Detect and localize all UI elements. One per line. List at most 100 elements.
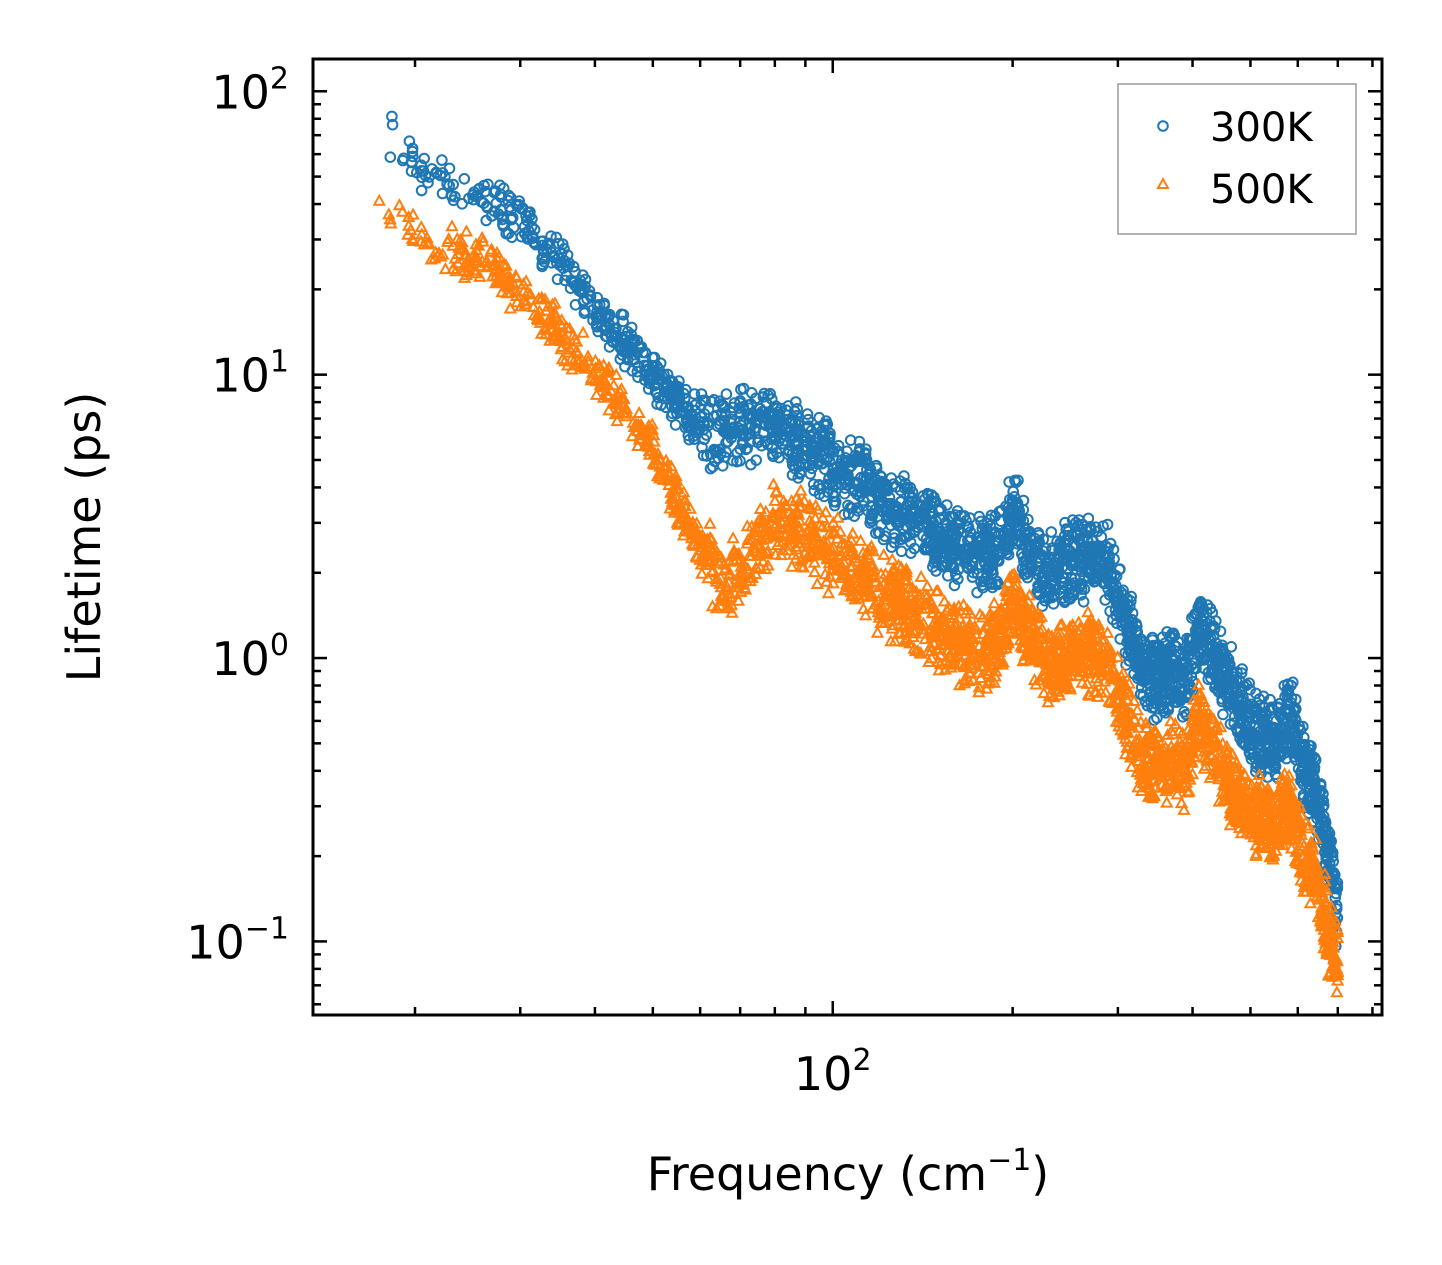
data-point-300K [734, 443, 747, 456]
data-point-300K [1165, 654, 1178, 666]
data-point-300K [1000, 547, 1013, 559]
data-point-300K [1011, 535, 1023, 547]
data-point-500K [768, 493, 782, 506]
data-point-300K [1104, 537, 1117, 550]
data-point-500K [596, 390, 611, 403]
data-point-500K [532, 291, 546, 304]
data-point-500K [414, 234, 428, 247]
data-point-500K [722, 554, 736, 567]
data-point-500K [1072, 615, 1086, 628]
data-point-300K [1243, 731, 1256, 743]
data-point-500K [920, 579, 934, 592]
data-point-300K [646, 351, 659, 364]
data-point-300K [1076, 565, 1088, 578]
data-point-300K [1302, 768, 1315, 781]
data-point-300K [1078, 545, 1090, 558]
data-point-500K [761, 558, 775, 571]
data-point-300K [791, 426, 803, 439]
data-point-300K [773, 435, 785, 448]
data-point-300K [770, 400, 782, 413]
data-point-300K [948, 579, 961, 592]
data-point-500K [1252, 767, 1266, 780]
data-point-500K [382, 207, 396, 220]
data-point-500K [459, 224, 474, 237]
data-point-500K [631, 438, 645, 451]
data-point-300K [873, 490, 886, 503]
data-point-500K [560, 358, 575, 371]
data-point-500K [1313, 914, 1327, 927]
data-point-300K [1124, 600, 1136, 613]
data-point-500K [875, 615, 889, 628]
data-point-500K [629, 419, 643, 432]
data-point-500K [899, 562, 914, 575]
data-point-500K [1069, 660, 1083, 673]
data-point-300K [1282, 728, 1295, 741]
data-point-500K [759, 504, 773, 517]
data-point-500K [576, 325, 590, 338]
data-point-300K [441, 178, 453, 190]
data-point-300K [806, 457, 819, 469]
data-point-300K [651, 398, 663, 410]
data-point-500K [1165, 724, 1179, 737]
data-point-500K [1172, 723, 1187, 736]
data-point-500K [766, 506, 780, 519]
data-point-300K [1243, 746, 1256, 759]
data-point-300K [841, 445, 853, 458]
data-point-300K [965, 532, 977, 544]
data-point-300K [625, 333, 638, 346]
data-point-500K [552, 328, 567, 341]
data-point-500K [406, 233, 421, 246]
data-point-300K [1146, 702, 1158, 714]
data-point-500K [937, 594, 952, 607]
data-point-300K [1073, 581, 1086, 593]
data-point-300K [854, 485, 867, 498]
data-point-300K [994, 545, 1006, 558]
data-point-300K [1007, 485, 1020, 498]
data-point-500K [395, 204, 410, 217]
data-point-300K [1152, 677, 1164, 690]
data-point-500K [1291, 843, 1305, 856]
data-point-300K [1152, 695, 1164, 707]
data-point-500K [810, 576, 824, 589]
data-point-300K [560, 260, 573, 273]
data-point-300K [676, 400, 689, 413]
data-point-500K [889, 580, 903, 593]
data-point-500K [991, 654, 1006, 667]
data-point-500K [695, 566, 709, 579]
data-point-500K [914, 569, 928, 582]
data-point-300K [890, 516, 903, 529]
data-point-300K [1066, 514, 1079, 526]
data-point-500K [720, 579, 734, 592]
data-point-300K [1044, 584, 1056, 596]
data-point-300K [563, 257, 576, 270]
data-point-300K [1083, 522, 1096, 535]
data-point-300K [1220, 669, 1232, 682]
data-point-300K [720, 388, 733, 400]
data-point-500K [1081, 605, 1095, 618]
data-point-300K [405, 156, 418, 168]
data-point-500K [1127, 693, 1141, 706]
data-point-500K [664, 491, 678, 504]
data-point-500K [1277, 800, 1291, 813]
data-point-500K [1024, 641, 1038, 654]
data-point-300K [1234, 701, 1247, 714]
data-point-300K [1278, 679, 1291, 692]
data-point-500K [749, 560, 763, 573]
data-point-300K [1039, 563, 1052, 575]
data-point-500K [1314, 900, 1329, 913]
data-point-500K [821, 586, 836, 599]
data-point-500K [1032, 629, 1047, 642]
data-point-500K [947, 656, 961, 669]
data-point-300K [502, 189, 515, 202]
data-point-500K [1172, 777, 1187, 790]
data-point-300K [1121, 598, 1134, 611]
data-point-300K [799, 458, 812, 471]
data-point-300K [1108, 569, 1121, 581]
data-point-500K [1015, 587, 1029, 600]
data-point-300K [818, 453, 830, 466]
data-point-500K [1139, 716, 1153, 729]
data-point-500K [612, 401, 626, 414]
data-point-300K [490, 197, 503, 209]
data-point-500K [928, 636, 942, 649]
data-point-500K [1238, 818, 1253, 831]
